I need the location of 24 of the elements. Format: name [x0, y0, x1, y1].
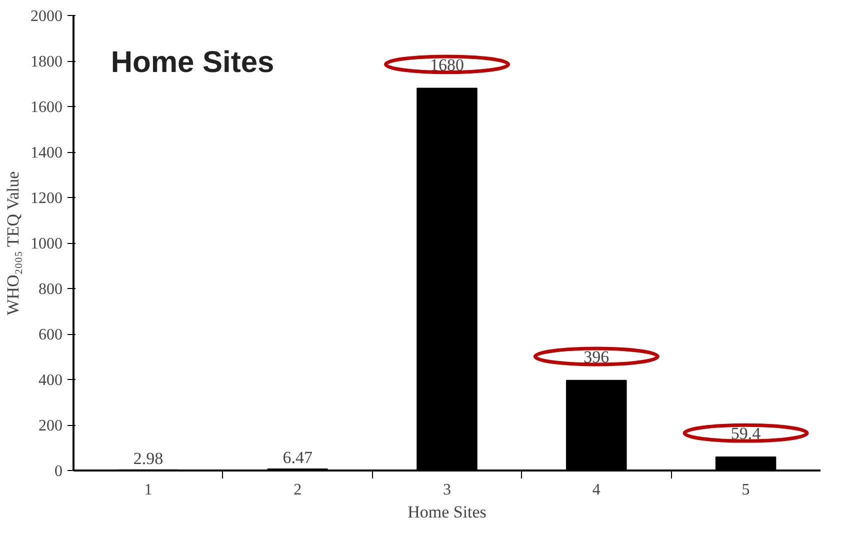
y-tick-label: 1800	[30, 54, 62, 70]
x-tick-label: 4	[592, 482, 600, 498]
y-tick-label: 1600	[30, 99, 62, 116]
x-tick-label: 1	[144, 482, 152, 498]
y-tick-label: 2000	[30, 8, 62, 25]
y-axis-title: WHO₂₀₀₅ TEQ Value	[4, 171, 22, 316]
text: Home Sites	[110, 46, 274, 80]
annotation: 396	[584, 348, 610, 367]
annotation: 59.4	[730, 424, 762, 444]
x-tick-label: 2	[294, 482, 302, 498]
x-tick-label: 3	[443, 482, 451, 498]
y-tick-label: 600	[38, 326, 62, 344]
y-tick-label: 1200	[30, 190, 62, 207]
y-tick-label: 0	[54, 463, 62, 480]
annotation: 1680	[430, 55, 464, 74]
y-tick-label: 400	[38, 372, 62, 389]
y-tick-label: 200	[38, 418, 62, 434]
y-tick-label: 800	[38, 281, 62, 298]
x-tick-label: 5	[742, 482, 750, 498]
x-axis-title: Home Sites	[408, 502, 486, 522]
y-tick-label: 1000	[30, 236, 62, 252]
y-tick-label: 1400	[30, 144, 62, 162]
data-label: 6.47	[282, 448, 313, 468]
data-label: 2.98	[133, 448, 164, 468]
